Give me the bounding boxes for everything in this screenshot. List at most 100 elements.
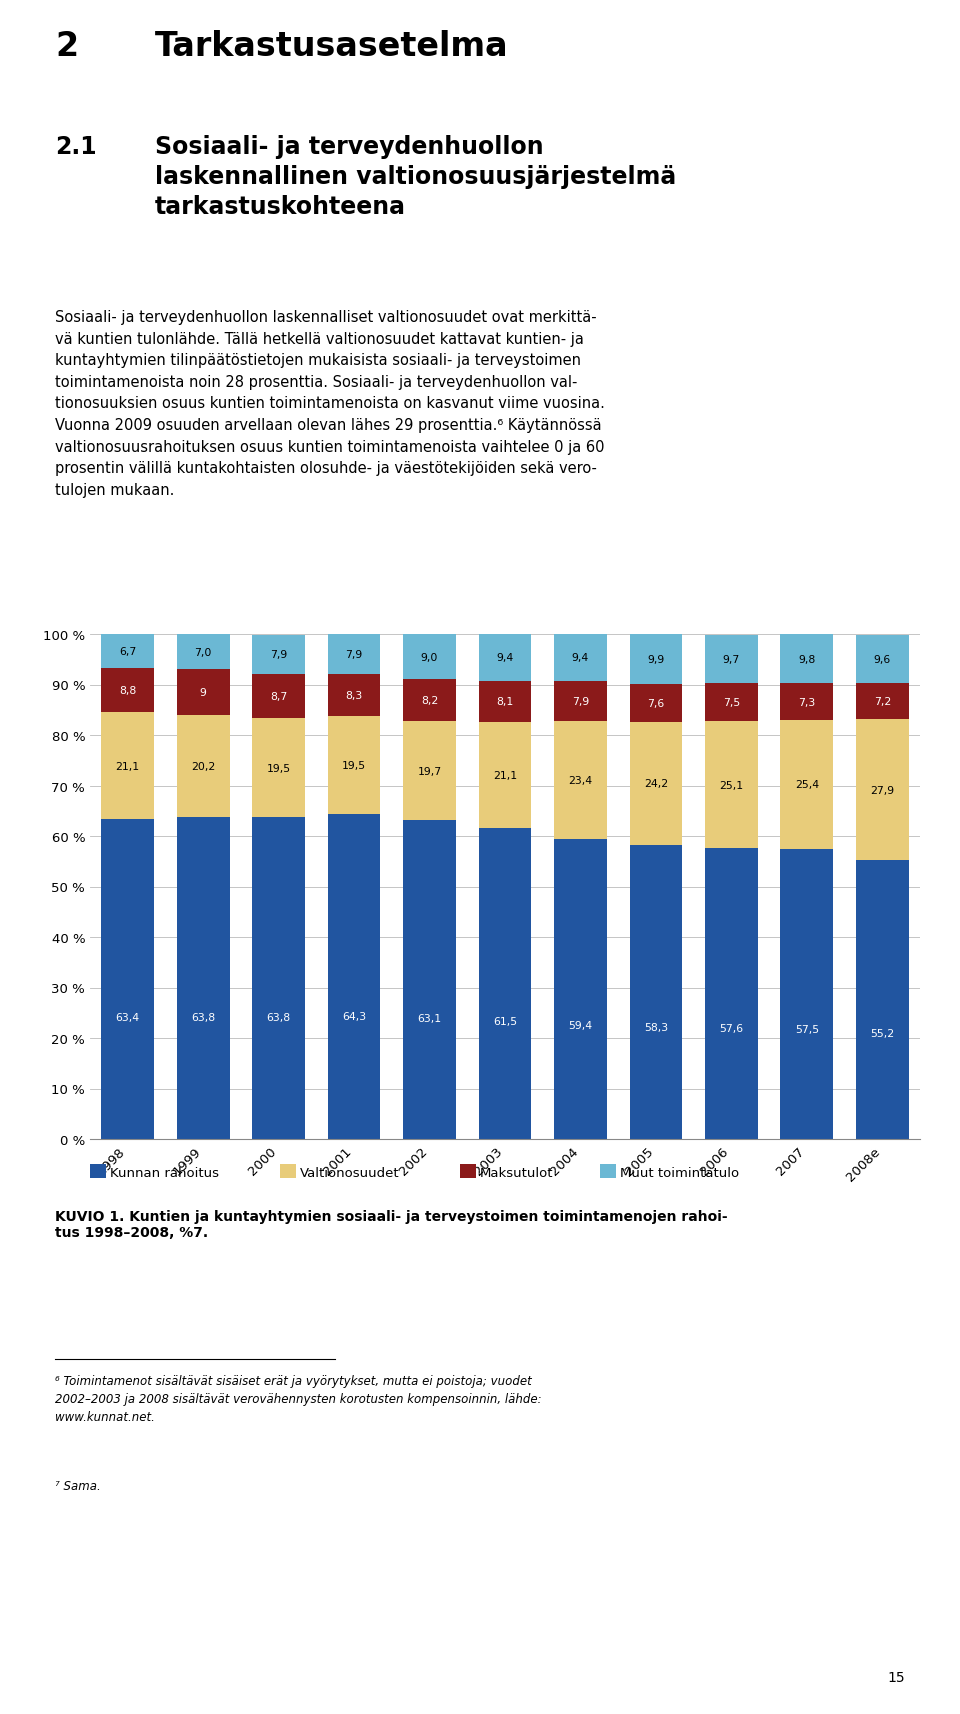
Text: 9,4: 9,4: [572, 653, 589, 663]
Text: 9,4: 9,4: [496, 653, 514, 663]
Bar: [327, 675, 380, 716]
Bar: [479, 634, 532, 682]
Text: 58,3: 58,3: [644, 1023, 668, 1032]
Text: 9,0: 9,0: [420, 653, 438, 662]
Bar: [705, 684, 757, 722]
Bar: [856, 720, 909, 860]
Text: 15: 15: [887, 1669, 905, 1685]
Bar: [630, 634, 683, 684]
Bar: [856, 684, 909, 720]
Bar: [252, 818, 305, 1140]
Text: 57,6: 57,6: [719, 1023, 743, 1034]
Bar: [177, 670, 229, 715]
Text: 7,3: 7,3: [798, 698, 815, 708]
Bar: [479, 682, 532, 722]
Text: 8,8: 8,8: [119, 686, 136, 696]
Bar: [630, 845, 683, 1140]
Text: 7,0: 7,0: [195, 648, 212, 656]
Bar: [177, 715, 229, 818]
Text: ⁷ Sama.: ⁷ Sama.: [55, 1479, 101, 1493]
Text: 8,1: 8,1: [496, 698, 514, 706]
Bar: [856, 860, 909, 1140]
Text: 23,4: 23,4: [568, 775, 592, 785]
Text: 25,4: 25,4: [795, 780, 819, 790]
Text: Valtionosuudet: Valtionosuudet: [300, 1166, 399, 1179]
Bar: [479, 830, 532, 1140]
Text: 7,9: 7,9: [270, 650, 287, 660]
Text: 25,1: 25,1: [719, 780, 743, 790]
Text: 57,5: 57,5: [795, 1023, 819, 1034]
Bar: [252, 675, 305, 718]
Bar: [252, 636, 305, 675]
Bar: [780, 684, 833, 722]
Text: 6,7: 6,7: [119, 646, 136, 656]
Text: 64,3: 64,3: [342, 1011, 366, 1022]
Text: 21,1: 21,1: [115, 761, 140, 771]
Bar: [102, 713, 155, 819]
Bar: [403, 634, 456, 680]
Text: 19,7: 19,7: [418, 766, 442, 776]
Text: 7,5: 7,5: [723, 698, 740, 708]
Text: 2.1: 2.1: [55, 135, 97, 159]
Text: Sosiaali- ja terveydenhuollon: Sosiaali- ja terveydenhuollon: [155, 135, 543, 159]
Text: 63,1: 63,1: [418, 1013, 442, 1023]
Text: KUVIO 1. Kuntien ja kuntayhtymien sosiaali- ja terveystoimen toimintamenojen rah: KUVIO 1. Kuntien ja kuntayhtymien sosiaa…: [55, 1210, 728, 1239]
Bar: [705, 722, 757, 848]
Bar: [403, 680, 456, 722]
Bar: [780, 848, 833, 1140]
Text: Muut toimintatulo: Muut toimintatulo: [620, 1166, 739, 1179]
Bar: [630, 723, 683, 845]
Bar: [252, 718, 305, 818]
Text: Tarkastusasetelma: Tarkastusasetelma: [155, 29, 509, 63]
Text: laskennallinen valtionosuusjärjestelmä: laskennallinen valtionosuusjärjestelmä: [155, 165, 676, 189]
Text: 7,6: 7,6: [647, 699, 664, 710]
Text: 63,4: 63,4: [115, 1013, 140, 1023]
Bar: [780, 722, 833, 848]
Text: Sosiaali- ja terveydenhuollon laskennalliset valtionosuudet ovat merkittä-
vä ku: Sosiaali- ja terveydenhuollon laskennall…: [55, 310, 605, 497]
Text: 19,5: 19,5: [267, 763, 291, 773]
Text: 19,5: 19,5: [342, 761, 366, 771]
Text: 20,2: 20,2: [191, 761, 215, 771]
Bar: [554, 634, 607, 682]
Text: 24,2: 24,2: [644, 780, 668, 788]
Text: 8,3: 8,3: [346, 691, 363, 701]
Bar: [554, 682, 607, 722]
Text: 61,5: 61,5: [492, 1016, 517, 1027]
Text: 7,9: 7,9: [572, 696, 589, 706]
Text: 9,7: 9,7: [723, 655, 740, 665]
Text: 59,4: 59,4: [568, 1020, 592, 1030]
Text: 21,1: 21,1: [492, 771, 517, 780]
Text: 9,6: 9,6: [874, 655, 891, 665]
Text: 2: 2: [55, 29, 78, 63]
Bar: [630, 684, 683, 723]
Text: Maksutulot: Maksutulot: [480, 1166, 554, 1179]
Bar: [479, 722, 532, 830]
Bar: [102, 819, 155, 1140]
Text: tarkastuskohteena: tarkastuskohteena: [155, 195, 406, 219]
Bar: [177, 818, 229, 1140]
Bar: [705, 636, 757, 684]
Bar: [327, 814, 380, 1140]
Text: 63,8: 63,8: [191, 1011, 215, 1022]
Text: 7,2: 7,2: [874, 698, 891, 706]
Text: 63,8: 63,8: [267, 1011, 291, 1022]
Bar: [177, 634, 229, 670]
Text: 9,8: 9,8: [798, 655, 815, 665]
Bar: [327, 634, 380, 675]
Text: ⁶ Toimintamenot sisältävät sisäiset erät ja vyörytykset, mutta ei poistoja; vuod: ⁶ Toimintamenot sisältävät sisäiset erät…: [55, 1375, 541, 1423]
Bar: [554, 722, 607, 840]
Bar: [403, 821, 456, 1140]
Bar: [102, 634, 155, 668]
Text: 9: 9: [200, 687, 206, 698]
Text: Kunnan rahoitus: Kunnan rahoitus: [110, 1166, 219, 1179]
Text: 27,9: 27,9: [870, 785, 895, 795]
Text: 9,9: 9,9: [647, 655, 664, 665]
Bar: [403, 722, 456, 821]
Bar: [780, 634, 833, 684]
Text: 8,7: 8,7: [270, 692, 287, 703]
Bar: [327, 716, 380, 814]
Bar: [856, 636, 909, 684]
Text: 55,2: 55,2: [870, 1028, 895, 1039]
Bar: [554, 840, 607, 1140]
Text: 7,9: 7,9: [346, 650, 363, 660]
